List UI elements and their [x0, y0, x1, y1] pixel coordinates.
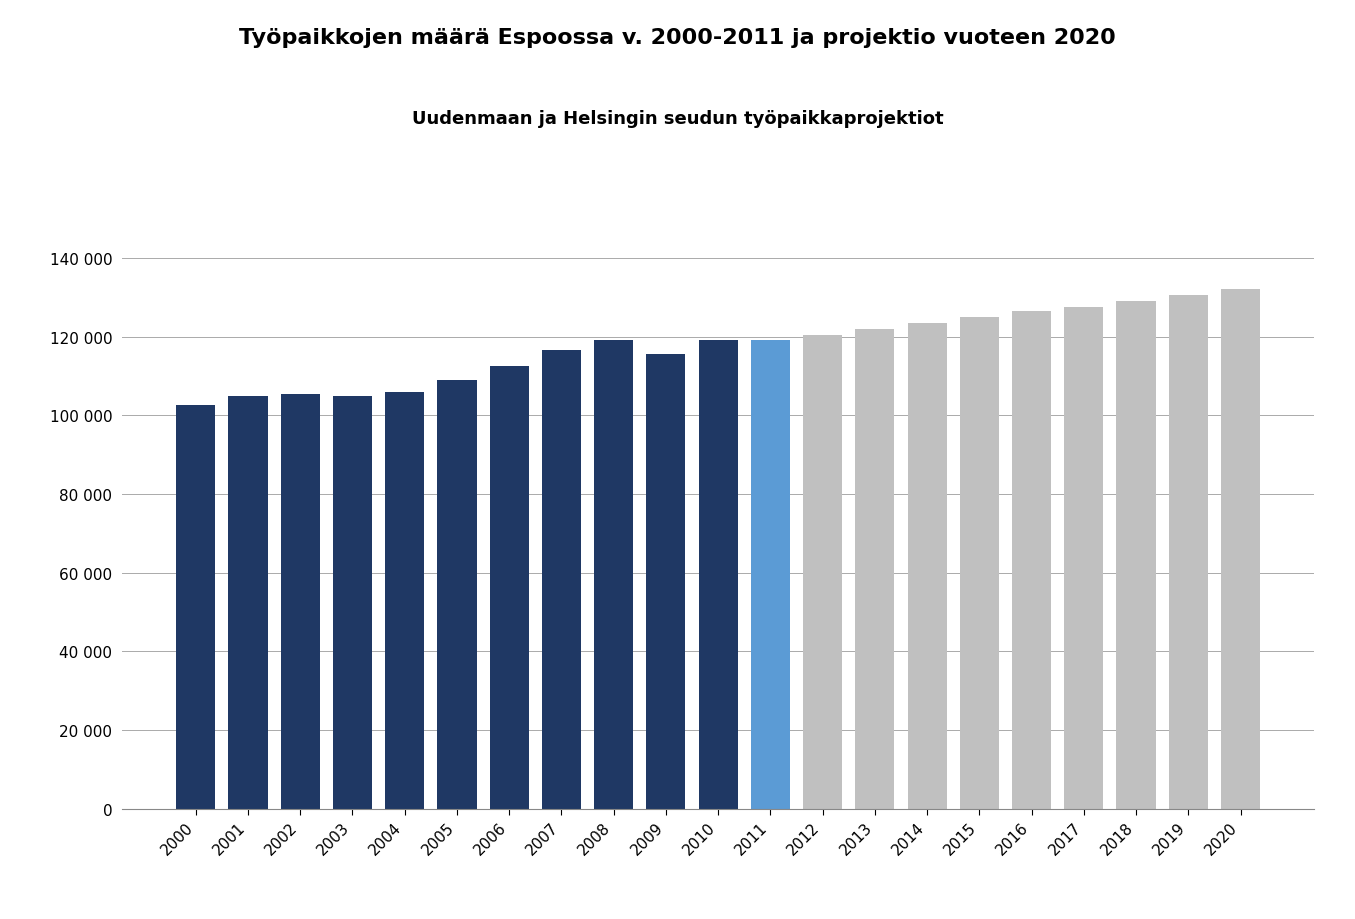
Bar	[804, 335, 843, 809]
Bar	[855, 329, 894, 809]
Bar	[280, 394, 320, 809]
Text: Uudenmaan ja Helsingin seudun työpaikkaprojektiot: Uudenmaan ja Helsingin seudun työpaikkap…	[412, 110, 943, 129]
Bar	[751, 341, 790, 809]
Bar	[1117, 301, 1156, 809]
Bar	[385, 392, 424, 809]
Bar	[959, 318, 999, 809]
Bar	[593, 341, 633, 809]
Bar	[229, 396, 267, 809]
Bar	[908, 323, 947, 809]
Bar	[438, 380, 477, 809]
Bar	[1064, 308, 1103, 809]
Bar	[646, 355, 686, 809]
Bar	[489, 367, 528, 809]
Bar	[542, 351, 581, 809]
Bar	[333, 396, 373, 809]
Bar	[1012, 312, 1051, 809]
Bar	[176, 406, 215, 809]
Bar	[1221, 290, 1260, 809]
Bar	[1169, 296, 1207, 809]
Bar	[699, 341, 737, 809]
Text: Työpaikkojen määrä Espoossa v. 2000-2011 ja projektio vuoteen 2020: Työpaikkojen määrä Espoossa v. 2000-2011…	[238, 28, 1117, 48]
